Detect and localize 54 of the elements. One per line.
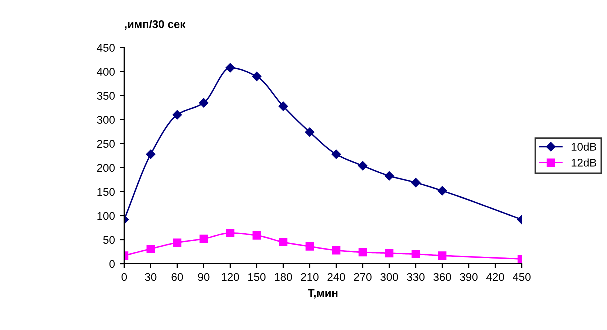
point	[411, 178, 421, 188]
point	[306, 242, 314, 251]
x-axis-title: T,мин	[308, 289, 338, 299]
x-tick-label: 240	[328, 273, 346, 282]
y-axis-title: ,имп/30 сек	[125, 20, 186, 30]
legend-label: 10dB	[572, 142, 596, 151]
x-tick-label: 90	[198, 273, 210, 282]
x-tick-label: 450	[513, 273, 531, 282]
point	[412, 250, 420, 259]
y-tick-label: 200	[97, 164, 115, 172]
x-tick-label: 60	[172, 273, 184, 282]
point	[226, 229, 235, 238]
x-tick-label: 120	[222, 273, 240, 282]
y-tick-label: 150	[98, 188, 115, 196]
y-tick-label: 100	[98, 212, 115, 220]
point	[278, 102, 288, 112]
y-tick-label: 250	[97, 140, 115, 148]
point	[226, 63, 236, 73]
point	[252, 72, 262, 82]
x-tick-label: 360	[434, 273, 452, 282]
y-tick-label: 50	[103, 236, 115, 244]
x-tick-label: 270	[354, 273, 372, 282]
x-tick-label: 330	[407, 273, 425, 282]
point	[146, 244, 156, 254]
point	[358, 161, 368, 171]
x-tick-label: 0	[122, 273, 128, 282]
point	[200, 234, 208, 244]
point	[332, 150, 342, 160]
point	[173, 238, 182, 248]
y-tick-label: 300	[97, 116, 115, 124]
y-tick-label: 0	[110, 260, 115, 268]
x-tick-label: 420	[486, 273, 504, 282]
point	[438, 252, 447, 260]
point	[279, 238, 288, 247]
point	[199, 98, 209, 108]
point	[385, 249, 394, 258]
point	[332, 246, 341, 255]
point	[146, 150, 156, 160]
x-tick-label: 210	[301, 273, 319, 282]
x-tick-label: 30	[145, 273, 157, 282]
point	[305, 128, 315, 138]
x-tick-label: 180	[275, 273, 292, 282]
point	[358, 248, 368, 257]
y-tick-label: 450	[97, 44, 115, 52]
point	[172, 110, 182, 120]
x-tick-label: 150	[248, 273, 266, 282]
x-tick-label: 300	[380, 273, 398, 282]
point	[384, 171, 394, 181]
legend-label: 12dB	[572, 158, 596, 167]
point	[252, 231, 262, 240]
y-tick-label: 350	[97, 92, 115, 100]
y-tick-label: 400	[97, 68, 115, 76]
x-tick-label: 390	[460, 273, 478, 282]
point	[438, 186, 448, 196]
